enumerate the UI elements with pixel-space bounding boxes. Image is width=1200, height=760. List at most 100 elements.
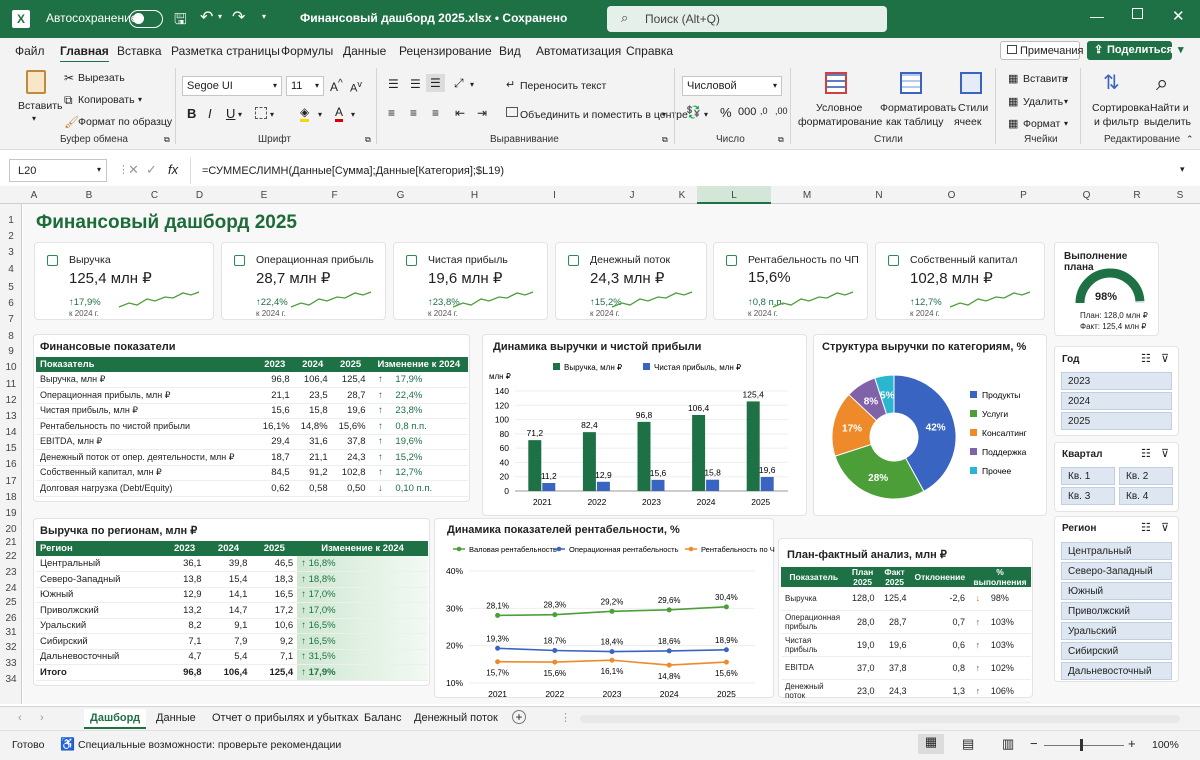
page-layout-view-icon[interactable]: ▤	[962, 736, 975, 751]
tab-pnl[interactable]: Отчет о прибылях и убытках	[212, 712, 359, 724]
normal-view-icon[interactable]: ▦	[918, 734, 944, 754]
row-header[interactable]: 34	[5, 674, 17, 685]
column-header[interactable]: J	[629, 190, 635, 201]
row-header[interactable]: 20	[5, 524, 17, 535]
fill-color-dropdown-icon[interactable]: ▾	[318, 110, 323, 119]
fill-color-icon[interactable]: ◈	[300, 105, 310, 122]
tab-data[interactable]: Данные	[156, 712, 196, 724]
column-header[interactable]: K	[678, 190, 686, 201]
column-header[interactable]: R	[1133, 190, 1141, 201]
increase-indent-icon[interactable]: ⇥	[477, 106, 488, 120]
sort-filter-button[interactable]: Сортировка	[1092, 102, 1150, 114]
zoom-in-icon[interactable]: +	[1128, 736, 1136, 751]
clear-filter-icon[interactable]: ⊽	[1161, 353, 1170, 365]
menu-formulas[interactable]: Формулы	[281, 44, 334, 58]
copy-button[interactable]: Копировать	[78, 94, 135, 106]
align-bottom-icon[interactable]: ☰	[426, 74, 445, 92]
menu-view[interactable]: Вид	[499, 44, 521, 58]
font-family-select[interactable]: Segoe UI ▾	[182, 76, 282, 96]
row-header[interactable]: 25	[5, 597, 17, 608]
insert-function-icon[interactable]: fx	[168, 162, 179, 177]
row-header[interactable]: 23	[5, 567, 17, 578]
row-header[interactable]: 33	[5, 658, 17, 669]
row-header[interactable]: 4	[8, 264, 14, 275]
find-select-button[interactable]: Найти и	[1150, 102, 1189, 114]
menu-page-layout[interactable]: Разметка страницы	[171, 44, 280, 58]
column-header[interactable]: F	[331, 190, 338, 201]
row-header[interactable]: 11	[5, 379, 17, 390]
row-header[interactable]: 24	[5, 583, 17, 594]
format-as-table-button[interactable]: Форматировать	[880, 102, 957, 114]
row-header[interactable]: 7	[8, 314, 14, 325]
file-title[interactable]: Финансовый дашборд 2025.xlsx • Сохранено	[300, 11, 568, 25]
accessibility-status[interactable]: Специальные возможности: проверьте реком…	[78, 739, 342, 751]
column-header[interactable]: P	[1020, 190, 1027, 201]
wrap-text-button[interactable]: Переносить текст	[520, 80, 607, 92]
percent-icon[interactable]: %	[720, 105, 732, 120]
row-header[interactable]: 12	[5, 395, 17, 406]
cancel-formula-icon[interactable]: ✕	[128, 162, 139, 177]
format-painter-button[interactable]: Формат по образцу	[78, 116, 173, 128]
menu-data[interactable]: Данные	[343, 44, 387, 58]
zoom-slider[interactable]	[1044, 745, 1124, 746]
slicer-item[interactable]: Кв. 3	[1061, 487, 1115, 505]
font-color-dropdown-icon[interactable]: ▾	[351, 110, 356, 119]
slicer-item[interactable]: Приволжский	[1061, 602, 1172, 620]
thousands-icon[interactable]: 000	[738, 106, 757, 118]
orientation-icon[interactable]: ⤢	[454, 76, 464, 90]
tab-dashboard[interactable]: Дашборд	[84, 709, 147, 729]
tabs-options-icon[interactable]: ⋮	[560, 712, 571, 724]
number-format-select[interactable]: Числовой ▾	[682, 76, 782, 96]
paste-icon[interactable]	[26, 70, 46, 94]
decrease-font-icon[interactable]: Av	[350, 79, 362, 95]
row-header[interactable]: 19	[5, 508, 17, 519]
merge-dropdown-icon[interactable]: ▾	[662, 110, 667, 119]
row-header[interactable]: 17	[5, 476, 17, 487]
tab-balance[interactable]: Баланс	[364, 712, 402, 724]
confirm-formula-icon[interactable]: ✓	[146, 162, 157, 177]
slicer-item[interactable]: Южный	[1061, 582, 1172, 600]
horizontal-scrollbar[interactable]	[580, 715, 1180, 723]
font-color-icon[interactable]: A	[335, 105, 344, 122]
row-header[interactable]: 32	[5, 642, 17, 653]
currency-icon[interactable]: 💱	[686, 105, 701, 119]
merge-center-button[interactable]: Объединить и поместить в центре	[520, 109, 688, 121]
slicer-item[interactable]: Сибирский	[1061, 642, 1172, 660]
redo-icon[interactable]: ↷	[232, 9, 246, 26]
scroll-left-icon[interactable]: ‹	[18, 712, 22, 724]
italic-icon[interactable]: I	[208, 106, 212, 121]
slicer-item[interactable]: Кв. 1	[1061, 467, 1115, 485]
minimize-icon[interactable]: —	[1090, 8, 1104, 24]
slicer-item[interactable]: 2023	[1061, 372, 1172, 390]
multi-select-icon[interactable]: ☷	[1141, 522, 1151, 534]
row-header[interactable]: 14	[5, 427, 17, 438]
row-header[interactable]: 3	[8, 247, 14, 258]
column-header[interactable]: L	[697, 186, 771, 204]
align-right-icon[interactable]: ≡	[432, 106, 440, 120]
formula-input[interactable]: =СУММЕСЛИМН(Данные[Сумма];Данные[Категор…	[202, 165, 505, 177]
column-header[interactable]: M	[802, 190, 812, 201]
menu-help[interactable]: Справка	[626, 44, 674, 58]
row-header[interactable]: 16	[5, 459, 17, 470]
save-icon[interactable]: 🖫	[174, 11, 187, 28]
column-header[interactable]: O	[947, 190, 956, 201]
column-header[interactable]: Q	[1082, 190, 1091, 201]
menu-insert[interactable]: Вставка	[117, 44, 162, 58]
row-header[interactable]: 18	[5, 492, 17, 503]
column-header[interactable]: D	[195, 190, 204, 201]
column-header[interactable]: H	[470, 190, 479, 201]
column-header[interactable]: C	[150, 190, 159, 201]
increase-decimal-icon[interactable]: ,0	[760, 106, 768, 116]
row-header[interactable]: 10	[5, 362, 17, 373]
insert-cells-button[interactable]: Вставить	[1023, 73, 1068, 85]
tab-cashflow[interactable]: Денежный поток	[414, 712, 498, 724]
align-top-icon[interactable]: ☰	[388, 77, 399, 91]
row-header[interactable]: 26	[5, 613, 17, 624]
row-header[interactable]: 22	[5, 551, 17, 562]
conditional-formatting-button[interactable]: Условное	[816, 102, 863, 114]
column-header[interactable]: N	[875, 190, 883, 201]
scroll-right-icon[interactable]: ›	[40, 712, 44, 724]
alignment-launcher-icon[interactable]: ⧉	[662, 135, 668, 144]
column-header[interactable]: A	[30, 190, 38, 201]
paste-dropdown-icon[interactable]: ▾	[32, 114, 37, 123]
